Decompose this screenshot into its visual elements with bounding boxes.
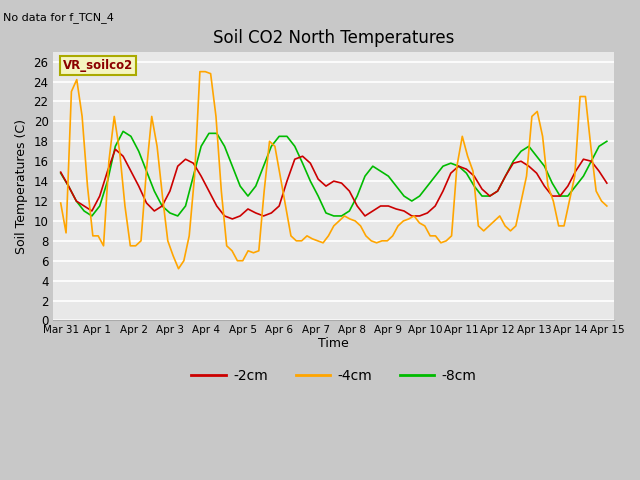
X-axis label: Time: Time [318,336,349,350]
Text: VR_soilco2: VR_soilco2 [63,59,132,72]
Y-axis label: Soil Temperatures (C): Soil Temperatures (C) [15,119,28,253]
Title: Soil CO2 North Temperatures: Soil CO2 North Temperatures [213,29,454,48]
Text: No data for f_TCN_4: No data for f_TCN_4 [3,12,114,23]
Legend: -2cm, -4cm, -8cm: -2cm, -4cm, -8cm [186,364,482,389]
